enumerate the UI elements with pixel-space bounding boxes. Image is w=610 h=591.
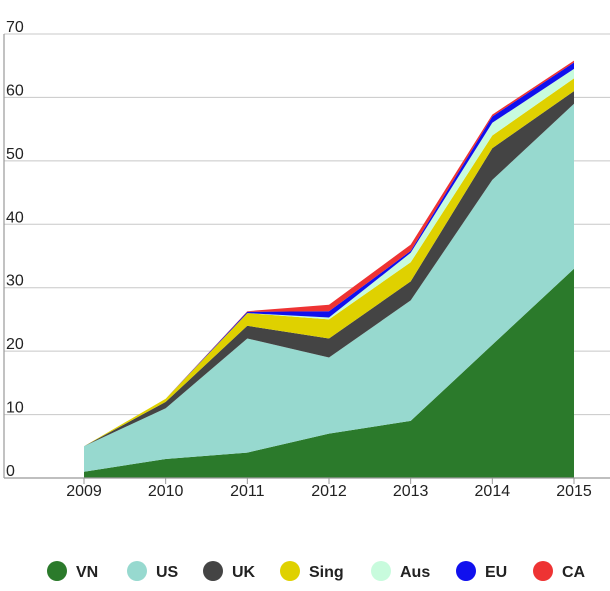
y-tick-label-40: 40 <box>6 209 24 226</box>
legend-swatch-us <box>127 561 147 581</box>
x-axis-ticks: 2009 2010 2011 2012 2013 2014 2015 <box>66 478 592 500</box>
legend-swatch-sing <box>280 561 300 581</box>
legend-label-us: US <box>156 564 179 581</box>
y-tick-label-0: 0 <box>6 463 15 480</box>
y-tick-label-70: 70 <box>6 19 24 36</box>
area-sing <box>84 78 574 447</box>
area-series <box>84 60 574 478</box>
y-tick-label-50: 50 <box>6 146 24 163</box>
x-tick-label-2009: 2009 <box>66 483 102 500</box>
y-axis-ticks: 0 10 20 30 40 50 60 70 <box>6 19 24 480</box>
x-tick-label-2014: 2014 <box>475 483 511 500</box>
legend-label-sing: Sing <box>309 564 344 581</box>
x-tick-label-2015: 2015 <box>556 483 592 500</box>
x-tick-label-2013: 2013 <box>393 483 429 500</box>
legend-swatch-ca <box>533 561 553 581</box>
y-tick-label-60: 60 <box>6 82 24 99</box>
area-eu <box>84 62 574 447</box>
area-aus <box>84 68 574 447</box>
x-tick-label-2011: 2011 <box>230 483 265 500</box>
legend-swatch-eu <box>456 561 476 581</box>
area-us <box>84 103 574 472</box>
axes <box>3 34 610 479</box>
x-tick-label-2010: 2010 <box>148 483 184 500</box>
legend-label-uk: UK <box>232 564 256 581</box>
area-uk <box>84 91 574 447</box>
y-tick-label-20: 20 <box>6 336 24 353</box>
area-vn <box>84 268 574 478</box>
legend-label-ca: CA <box>562 564 586 581</box>
legend-label-eu: EU <box>485 564 507 581</box>
legend-swatch-aus <box>371 561 391 581</box>
y-tick-label-30: 30 <box>6 273 24 290</box>
legend-label-vn: VN <box>76 564 98 581</box>
legend: VN US UK Sing Aus EU CA <box>47 561 586 581</box>
legend-label-aus: Aus <box>400 564 430 581</box>
legend-swatch-uk <box>203 561 223 581</box>
legend-swatch-vn <box>47 561 67 581</box>
x-tick-label-2012: 2012 <box>311 483 347 500</box>
y-tick-label-10: 10 <box>6 400 24 417</box>
